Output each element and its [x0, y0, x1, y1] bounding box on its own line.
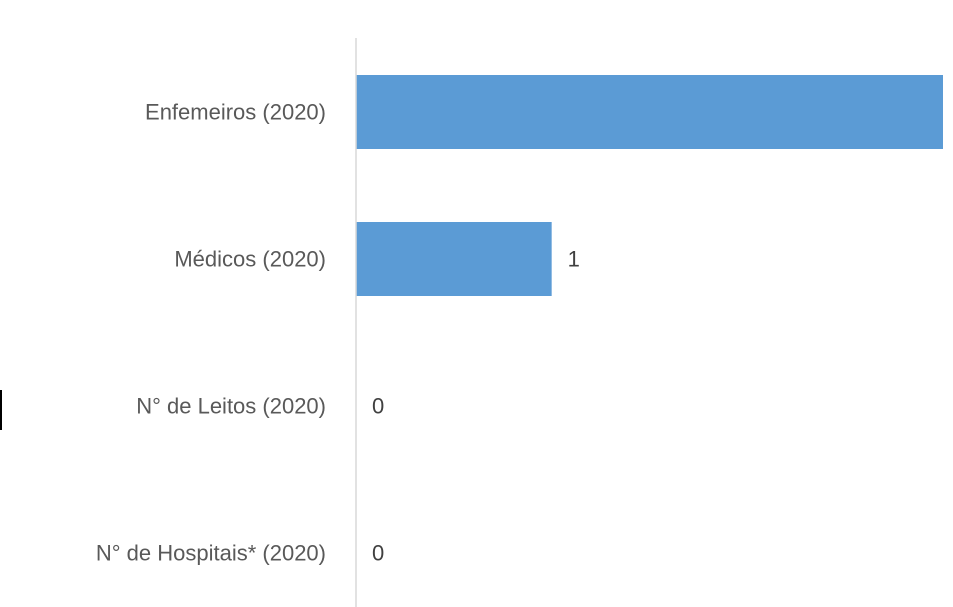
data-label: 0	[372, 541, 384, 566]
data-label: 1	[568, 247, 580, 272]
category-label: Médicos (2020)	[174, 247, 326, 272]
data-labels-group: 1 0 0	[372, 247, 580, 566]
bar-0	[356, 75, 943, 149]
category-labels-group: Enfemeiros (2020) Médicos (2020) N° de Lei…	[96, 100, 326, 566]
data-label: 0	[372, 394, 384, 419]
bar-1	[356, 222, 552, 296]
category-label: N° de Hospitais* (2020)	[96, 541, 326, 566]
category-label: Enfemeiros (2020)	[145, 100, 326, 125]
category-label: N° de Leitos (2020)	[136, 394, 326, 419]
bars-group	[356, 75, 943, 296]
left-edge-mark	[0, 390, 2, 430]
